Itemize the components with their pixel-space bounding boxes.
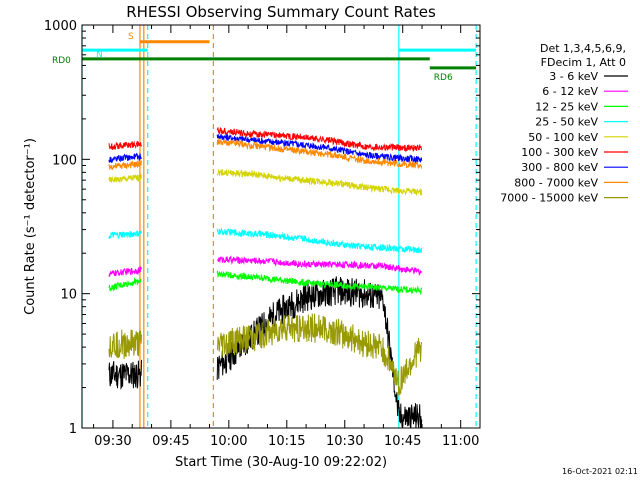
series-line [216,138,423,170]
y-tick-label: 100 [52,153,77,168]
plot-frame [81,24,481,429]
y-tick-label: 1 [69,422,77,437]
vertical-lines [81,25,477,428]
series-line [216,168,423,196]
series-line [216,227,423,254]
series-line [108,174,142,183]
series-line [216,276,423,429]
status-bars: S N RD0 RD6 [52,32,477,83]
x-tick-label: 10:00 [210,434,247,449]
legend-label: 50 - 100 keV [528,131,598,144]
series-line [108,266,142,278]
legend-header-line-1: Det 1,3,4,5,6,9, [540,42,626,55]
series-line [108,152,142,164]
legend-header-line-2: FDecim 1, Att 0 [541,56,626,69]
legend-label: 25 - 50 keV [535,116,598,129]
x-tick-label: 10:45 [384,434,421,449]
state-bar-label: RD0 [52,56,71,66]
series-line [216,270,423,296]
series-line [216,313,423,396]
legend: Det 1,3,4,5,6,9, FDecim 1, Att 0 3 - 6 k… [500,42,628,205]
series-line [108,359,142,391]
x-tick-label: 11:00 [442,434,479,449]
state-bar-label: N [96,50,103,60]
series-lines [108,127,423,429]
legend-label: 3 - 6 keV [549,70,598,83]
legend-label: 800 - 7000 keV [514,176,598,189]
legend-label: 6 - 12 keV [542,85,598,98]
series-line [216,255,423,277]
series-line [108,140,142,151]
series-line [216,127,423,153]
legend-label: 12 - 25 keV [535,100,598,113]
series-line [108,277,142,292]
chart-title: RHESSI Observing Summary Count Rates [126,3,436,21]
legend-label: 300 - 800 keV [521,161,598,174]
legend-label: 100 - 300 keV [521,146,598,159]
x-tick-label: 10:15 [268,434,305,449]
legend-label: 7000 - 15000 keV [500,192,598,205]
x-tick-label: 10:30 [326,434,363,449]
series-line [108,230,142,240]
series-line [108,160,142,171]
series-line [108,329,142,359]
x-axis-label: Start Time (30-Aug-10 09:22:02) [175,455,387,470]
y-tick-label: 10 [60,288,77,303]
timestamp: 16-Oct-2021 02:11 [562,467,638,476]
series-line [216,132,423,164]
axis-ticks: 09:30 09:45 10:00 10:15 10:30 10:45 11:00 1 10 10… [44,19,481,449]
x-tick-label: 09:45 [152,434,189,449]
state-bar-label: RD6 [434,73,453,83]
y-tick-label: 1000 [44,19,77,34]
x-tick-label: 09:30 [94,434,131,449]
y-axis-label: Count Rate (s⁻¹ detector⁻¹) [23,138,38,315]
state-bar-label: S [128,32,134,42]
